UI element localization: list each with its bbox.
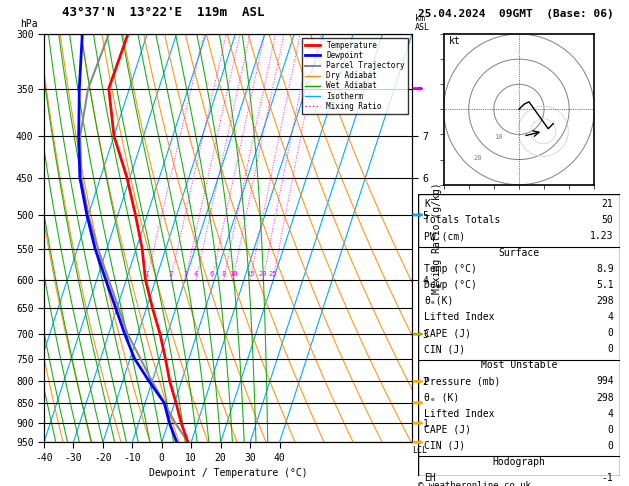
Text: 10: 10: [229, 272, 237, 278]
Text: 20: 20: [474, 155, 482, 160]
Text: CIN (J): CIN (J): [425, 441, 465, 451]
Text: θₑ (K): θₑ (K): [425, 393, 460, 402]
Text: 20: 20: [259, 272, 267, 278]
Text: 10: 10: [494, 135, 503, 140]
Text: PW (cm): PW (cm): [425, 231, 465, 242]
Text: 5.1: 5.1: [596, 280, 613, 290]
Text: 2: 2: [169, 272, 173, 278]
Text: 0: 0: [608, 328, 613, 338]
Text: 50: 50: [602, 215, 613, 226]
Text: 15: 15: [246, 272, 255, 278]
Text: Pressure (mb): Pressure (mb): [425, 377, 501, 386]
Text: 1: 1: [145, 272, 149, 278]
Text: -1: -1: [602, 473, 613, 483]
Text: 994: 994: [596, 377, 613, 386]
Text: Most Unstable: Most Unstable: [481, 360, 557, 370]
Text: 4: 4: [194, 272, 198, 278]
Text: 1.23: 1.23: [590, 231, 613, 242]
Text: CAPE (J): CAPE (J): [425, 425, 471, 435]
Text: 0: 0: [608, 441, 613, 451]
Text: km
ASL: km ASL: [415, 14, 430, 32]
Text: EH: EH: [425, 473, 436, 483]
Text: CIN (J): CIN (J): [425, 344, 465, 354]
Text: 4: 4: [608, 409, 613, 418]
Text: 8: 8: [221, 272, 226, 278]
Text: © weatheronline.co.uk: © weatheronline.co.uk: [418, 482, 531, 486]
Text: θₑ(K): θₑ(K): [425, 296, 454, 306]
Text: 8.9: 8.9: [596, 264, 613, 274]
Text: Hodograph: Hodograph: [493, 457, 545, 467]
Text: 3: 3: [183, 272, 187, 278]
Text: 0: 0: [608, 425, 613, 435]
Text: 25.04.2024  09GMT  (Base: 06): 25.04.2024 09GMT (Base: 06): [418, 9, 614, 19]
Text: Temp (°C): Temp (°C): [425, 264, 477, 274]
Text: LCL: LCL: [412, 446, 427, 455]
Text: 6: 6: [210, 272, 214, 278]
Text: Dewp (°C): Dewp (°C): [425, 280, 477, 290]
X-axis label: Dewpoint / Temperature (°C): Dewpoint / Temperature (°C): [148, 468, 308, 478]
Text: Mixing Ratio (g/kg): Mixing Ratio (g/kg): [432, 182, 442, 294]
Text: hPa: hPa: [20, 19, 38, 29]
Text: 21: 21: [602, 199, 613, 209]
Text: K: K: [425, 199, 430, 209]
Text: CAPE (J): CAPE (J): [425, 328, 471, 338]
Legend: Temperature, Dewpoint, Parcel Trajectory, Dry Adiabat, Wet Adiabat, Isotherm, Mi: Temperature, Dewpoint, Parcel Trajectory…: [302, 38, 408, 114]
Text: Totals Totals: Totals Totals: [425, 215, 501, 226]
Text: Lifted Index: Lifted Index: [425, 409, 495, 418]
Text: 0: 0: [608, 344, 613, 354]
Text: 43°37'N  13°22'E  119m  ASL: 43°37'N 13°22'E 119m ASL: [62, 6, 265, 19]
Text: kt: kt: [448, 36, 460, 46]
Text: 298: 298: [596, 393, 613, 402]
Text: Lifted Index: Lifted Index: [425, 312, 495, 322]
Text: 25: 25: [269, 272, 277, 278]
Text: 4: 4: [608, 312, 613, 322]
Text: 298: 298: [596, 296, 613, 306]
Text: Surface: Surface: [498, 247, 540, 258]
